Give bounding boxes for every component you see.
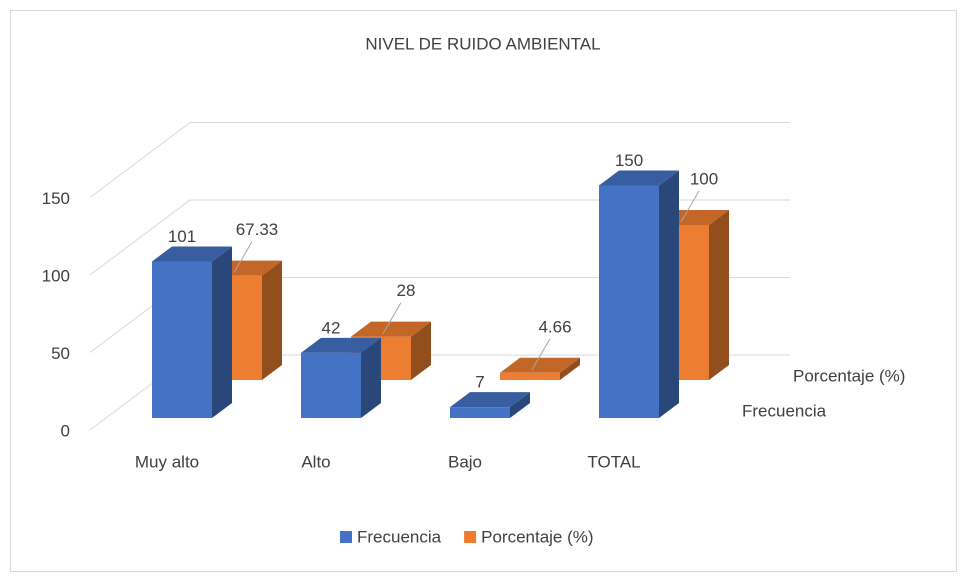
legend-label: Frecuencia xyxy=(357,527,442,546)
x-tick-label: Bajo xyxy=(448,452,482,471)
x-tick-label: Alto xyxy=(301,452,330,471)
bar xyxy=(301,337,381,418)
data-label: 150 xyxy=(615,151,643,170)
bar-face xyxy=(599,185,659,418)
bar xyxy=(152,246,232,418)
y-tick-label: 50 xyxy=(51,344,70,363)
x-tick-label: Muy alto xyxy=(135,452,199,471)
y-tick-label: 0 xyxy=(61,421,70,440)
bar-face xyxy=(450,407,510,418)
bar-side xyxy=(361,337,381,418)
bar-top xyxy=(301,337,381,353)
bar-side xyxy=(510,392,530,418)
bar-face xyxy=(500,372,560,380)
data-label: 100 xyxy=(690,169,718,188)
bar-side xyxy=(262,260,282,380)
bar-side xyxy=(560,357,580,380)
bar-top xyxy=(450,392,530,408)
data-label: 42 xyxy=(322,318,341,337)
leader-line xyxy=(382,302,402,334)
bar-side xyxy=(709,210,729,380)
bar-top xyxy=(351,321,431,337)
bar-face xyxy=(152,261,212,418)
depth-label: Porcentaje (%) xyxy=(793,366,905,385)
bar-top xyxy=(500,357,580,373)
bar-side xyxy=(659,170,679,418)
bar xyxy=(450,392,530,418)
bar-side xyxy=(212,246,232,418)
leader-line xyxy=(233,241,253,273)
legend-label: Porcentaje (%) xyxy=(481,527,593,546)
y-tick-label: 100 xyxy=(42,266,70,285)
x-tick-label: TOTAL xyxy=(587,452,640,471)
data-label: 67.33 xyxy=(236,220,279,239)
data-label: 28 xyxy=(397,281,416,300)
data-label: 101 xyxy=(168,227,196,246)
leader-line xyxy=(531,338,551,371)
grid-line xyxy=(89,122,790,198)
grid-line xyxy=(89,199,790,276)
leader-line xyxy=(680,190,700,223)
legend-swatch xyxy=(340,531,352,543)
data-label: 7 xyxy=(475,373,484,392)
y-tick-label: 150 xyxy=(42,189,70,208)
bar xyxy=(500,357,580,380)
data-label: 4.66 xyxy=(538,317,571,336)
bar-top xyxy=(152,246,232,262)
depth-label: Frecuencia xyxy=(742,401,827,420)
bar-face xyxy=(301,352,361,418)
bar-top xyxy=(599,170,679,186)
bar-side xyxy=(411,321,431,380)
chart-title: NIVEL DE RUIDO AMBIENTAL xyxy=(365,34,600,53)
bar xyxy=(599,170,679,418)
legend-swatch xyxy=(464,531,477,543)
